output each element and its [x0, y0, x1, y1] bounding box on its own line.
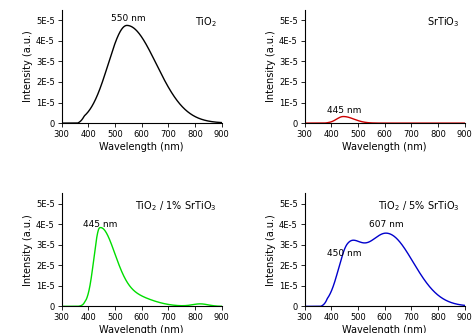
Y-axis label: Intensity (a.u.): Intensity (a.u.)	[266, 214, 276, 286]
Text: 607 nm: 607 nm	[369, 220, 404, 229]
Y-axis label: Intensity (a.u.): Intensity (a.u.)	[266, 31, 276, 103]
Text: 550 nm: 550 nm	[111, 14, 146, 23]
Text: TiO$_2$ / 1% SrTiO$_3$: TiO$_2$ / 1% SrTiO$_3$	[135, 199, 217, 213]
Text: SrTiO$_3$: SrTiO$_3$	[428, 16, 460, 29]
X-axis label: Wavelength (nm): Wavelength (nm)	[100, 142, 184, 152]
Y-axis label: Intensity (a.u.): Intensity (a.u.)	[23, 31, 33, 103]
X-axis label: Wavelength (nm): Wavelength (nm)	[100, 325, 184, 333]
Text: TiO$_2$: TiO$_2$	[195, 16, 217, 29]
X-axis label: Wavelength (nm): Wavelength (nm)	[342, 142, 427, 152]
Y-axis label: Intensity (a.u.): Intensity (a.u.)	[23, 214, 33, 286]
X-axis label: Wavelength (nm): Wavelength (nm)	[342, 325, 427, 333]
Text: 445 nm: 445 nm	[83, 220, 118, 229]
Text: TiO$_2$ / 5% SrTiO$_3$: TiO$_2$ / 5% SrTiO$_3$	[378, 199, 460, 213]
Text: 445 nm: 445 nm	[328, 106, 362, 115]
Text: 450 nm: 450 nm	[328, 249, 362, 258]
